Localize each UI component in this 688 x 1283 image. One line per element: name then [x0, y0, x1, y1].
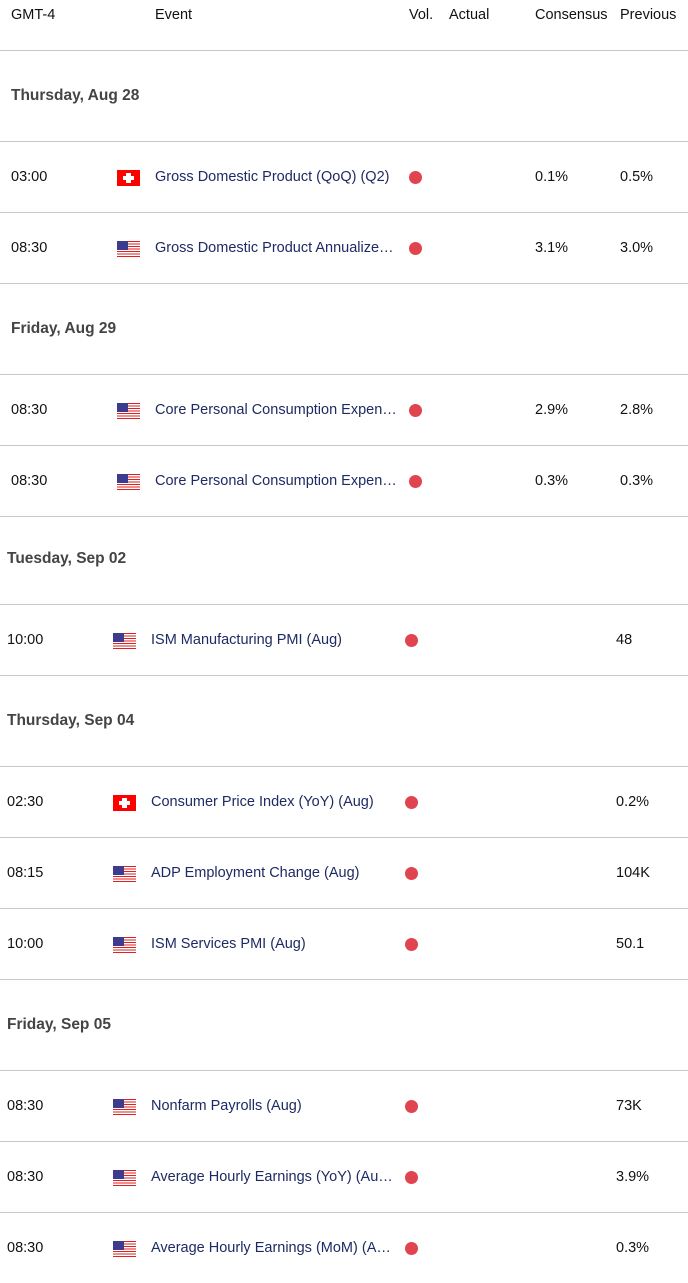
event-name[interactable]: ADP Employment Change (Aug) — [151, 865, 360, 881]
high-volatility-icon — [405, 1171, 418, 1184]
switzerland-flag-icon — [117, 170, 140, 186]
event-previous: 73K — [616, 1098, 642, 1114]
event-time: 08:30 — [7, 1098, 44, 1114]
day-label: Thursday, Aug 28 — [11, 87, 140, 104]
day-label: Tuesday, Sep 02 — [7, 550, 127, 567]
event-previous: 0.3% — [620, 473, 654, 489]
us-flag-icon — [113, 1099, 136, 1115]
event-row[interactable]: 08:30 Nonfarm Payrolls (Aug) 73K — [0, 1071, 688, 1142]
event-previous: 0.5% — [620, 169, 654, 185]
event-previous: 104K — [616, 865, 650, 881]
event-row[interactable]: 08:30 Average Hourly Earnings (YoY) (Au… 3… — [0, 1142, 688, 1213]
day-label: Friday, Aug 29 — [11, 320, 117, 337]
event-time: 08:30 — [11, 240, 48, 256]
event-row[interactable]: 10:00 ISM Services PMI (Aug) 50.1 — [0, 909, 688, 980]
event-previous: 3.9% — [616, 1169, 650, 1185]
high-volatility-icon — [405, 1100, 418, 1113]
event-row[interactable]: 08:30 Core Personal Consumption Expen… 2.9… — [0, 375, 688, 446]
event-row[interactable]: 08:15 ADP Employment Change (Aug) 104K — [0, 838, 688, 909]
us-flag-icon — [113, 866, 136, 882]
event-previous: 3.0% — [620, 240, 654, 256]
header-vol: Vol. — [409, 7, 434, 23]
event-name[interactable]: Average Hourly Earnings (MoM) (A… — [151, 1240, 391, 1256]
us-flag-icon — [113, 633, 136, 649]
us-flag-icon — [113, 1170, 136, 1186]
us-flag-icon — [113, 937, 136, 953]
event-time: 08:30 — [7, 1240, 44, 1256]
calendar-segment: Tuesday, Sep 02 10:00 ISM Manufacturing PM… — [0, 514, 688, 1283]
event-previous: 50.1 — [616, 936, 645, 952]
high-volatility-icon — [409, 242, 422, 255]
calendar-segment: Thursday, Aug 28 03:00 Gross Domestic Prod… — [0, 51, 688, 517]
day-header: Friday, Sep 05 — [0, 980, 688, 1071]
event-time: 08:30 — [11, 473, 48, 489]
table-header: GMT-4 Event Vol. Actual Consensus Previo… — [0, 0, 688, 51]
event-previous: 0.2% — [616, 794, 650, 810]
day-header: Friday, Aug 29 — [0, 284, 688, 375]
event-time: 08:30 — [11, 402, 48, 418]
us-flag-icon — [117, 241, 140, 257]
event-previous: 2.8% — [620, 402, 654, 418]
event-row[interactable]: 03:00 Gross Domestic Product (QoQ) (Q2) 0.… — [0, 142, 688, 213]
event-consensus: 2.9% — [535, 402, 569, 418]
event-name[interactable]: Average Hourly Earnings (YoY) (Au… — [151, 1169, 393, 1185]
header-previous: Previous — [620, 7, 677, 23]
event-time: 10:00 — [7, 936, 44, 952]
us-flag-icon — [117, 403, 140, 419]
event-consensus: 0.1% — [535, 169, 569, 185]
header-event: Event — [155, 7, 193, 23]
event-previous: 48 — [616, 632, 633, 648]
event-row[interactable]: 08:30 Gross Domestic Product Annualize… 3.… — [0, 213, 688, 284]
event-name[interactable]: ISM Services PMI (Aug) — [151, 936, 306, 952]
header-actual: Actual — [449, 7, 490, 23]
high-volatility-icon — [409, 171, 422, 184]
high-volatility-icon — [405, 867, 418, 880]
day-header: Thursday, Aug 28 — [0, 51, 688, 142]
day-header: Tuesday, Sep 02 — [0, 514, 688, 605]
event-time: 08:15 — [7, 865, 44, 881]
event-previous: 0.3% — [616, 1240, 650, 1256]
event-name[interactable]: ISM Manufacturing PMI (Aug) — [151, 632, 342, 648]
event-row[interactable]: 10:00 ISM Manufacturing PMI (Aug) 48 — [0, 605, 688, 676]
high-volatility-icon — [405, 938, 418, 951]
event-name[interactable]: Core Personal Consumption Expen… — [155, 402, 397, 418]
us-flag-icon — [113, 1241, 136, 1257]
high-volatility-icon — [405, 634, 418, 647]
event-time: 03:00 — [11, 169, 48, 185]
us-flag-icon — [117, 474, 140, 490]
event-row[interactable]: 08:30 Core Personal Consumption Expen… 0.3… — [0, 446, 688, 517]
event-row[interactable]: 02:30 Consumer Price Index (YoY) (Aug) 0.2… — [0, 767, 688, 838]
day-label: Thursday, Sep 04 — [7, 712, 135, 729]
event-consensus: 0.3% — [535, 473, 569, 489]
high-volatility-icon — [405, 1242, 418, 1255]
high-volatility-icon — [405, 796, 418, 809]
event-time: 02:30 — [7, 794, 44, 810]
event-time: 10:00 — [7, 632, 44, 648]
day-header: Thursday, Sep 04 — [0, 676, 688, 767]
header-consensus: Consensus — [535, 7, 608, 23]
header-time: GMT-4 — [11, 7, 56, 23]
day-label: Friday, Sep 05 — [7, 1016, 111, 1033]
event-name[interactable]: Gross Domestic Product (QoQ) (Q2) — [155, 169, 390, 185]
event-consensus: 3.1% — [535, 240, 569, 256]
high-volatility-icon — [409, 475, 422, 488]
high-volatility-icon — [409, 404, 422, 417]
event-name[interactable]: Nonfarm Payrolls (Aug) — [151, 1098, 302, 1114]
event-time: 08:30 — [7, 1169, 44, 1185]
event-name[interactable]: Consumer Price Index (YoY) (Aug) — [151, 794, 374, 810]
event-row[interactable]: 08:30 Average Hourly Earnings (MoM) (A… 0.… — [0, 1213, 688, 1283]
switzerland-flag-icon — [113, 795, 136, 811]
event-name[interactable]: Core Personal Consumption Expen… — [155, 473, 397, 489]
event-name[interactable]: Gross Domestic Product Annualize… — [155, 240, 394, 256]
